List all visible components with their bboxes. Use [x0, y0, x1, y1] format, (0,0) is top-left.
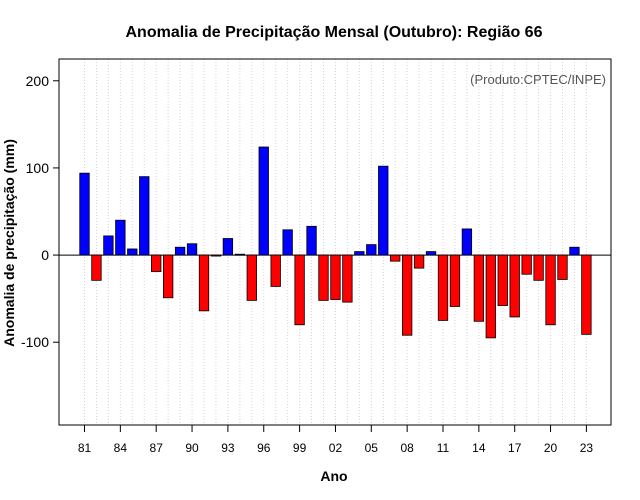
x-tick-label: 90 — [185, 441, 199, 455]
x-tick-label: 84 — [114, 441, 128, 455]
x-tick-label: 99 — [293, 441, 307, 455]
bar-1992 — [210, 254, 222, 257]
bar-2013 — [461, 228, 473, 256]
x-tick-label: 93 — [221, 441, 235, 455]
y-axis-label: Anomalia de precipitação (mm) — [1, 139, 17, 347]
bar-1996 — [258, 146, 269, 256]
bar-2014 — [473, 254, 485, 322]
x-tick-label: 87 — [150, 441, 164, 455]
bar-1986 — [139, 176, 150, 256]
bar-1984 — [115, 219, 126, 256]
bar-2003 — [342, 254, 353, 303]
bar-2018 — [521, 254, 532, 275]
bar-1982 — [91, 254, 102, 281]
bar-2000 — [306, 225, 317, 256]
x-tick-label: 23 — [580, 441, 594, 455]
y-tick-label: 200 — [26, 73, 50, 89]
x-tick-label: 20 — [544, 441, 558, 455]
bar-2009 — [413, 254, 425, 269]
bar-1981 — [79, 172, 90, 256]
bar-1988 — [162, 254, 174, 299]
y-tick-label: 0 — [41, 247, 49, 263]
y-tick-label: -100 — [21, 334, 49, 350]
bar-1997 — [270, 254, 281, 287]
bar-1995 — [246, 254, 257, 301]
bar-2016 — [497, 254, 508, 307]
bar-2022 — [569, 246, 580, 256]
bars — [79, 146, 592, 339]
bar-2002 — [330, 254, 341, 300]
grid-lines — [84, 59, 587, 425]
bar-2005 — [366, 244, 377, 256]
x-tick-label: 81 — [78, 441, 92, 455]
bar-2020 — [545, 254, 556, 326]
y-axis: -100 0 100 200 — [21, 73, 59, 350]
bar-1983 — [103, 235, 114, 256]
bar-2021 — [557, 254, 568, 280]
bar-2010 — [425, 251, 437, 256]
x-tick-label: 14 — [472, 441, 486, 455]
bar-2012 — [449, 254, 461, 307]
x-tick-label: 11 — [437, 441, 450, 455]
chart-title: Anomalia de Precipitação Mensal (Outubro… — [126, 24, 543, 41]
x-axis-label: Ano — [320, 468, 347, 484]
y-tick-label: 100 — [26, 160, 50, 176]
x-tick-label: 02 — [329, 441, 343, 455]
bar-1998 — [282, 229, 293, 256]
bar-2008 — [401, 254, 413, 336]
bar-2001 — [318, 254, 329, 301]
bar-2006 — [378, 165, 389, 256]
bar-1985 — [127, 248, 138, 256]
bar-1999 — [294, 254, 305, 326]
bar-1994 — [234, 253, 246, 256]
bar-2004 — [354, 251, 365, 256]
x-tick-label: 17 — [508, 441, 522, 455]
bar-1993 — [222, 238, 234, 256]
bar-2019 — [533, 254, 544, 281]
bar-1989 — [174, 246, 186, 256]
x-tick-label: 08 — [400, 441, 414, 455]
bar-2023 — [581, 254, 592, 335]
bar-1991 — [198, 254, 210, 312]
source-note: (Produto:CPTEC/INPE) — [470, 72, 606, 87]
bar-2011 — [437, 254, 449, 321]
x-tick-label: 05 — [365, 441, 379, 455]
bar-1990 — [186, 243, 198, 256]
x-tick-label: 96 — [257, 441, 271, 455]
bar-2015 — [485, 254, 496, 339]
bar-1987 — [151, 254, 162, 273]
bar-2007 — [390, 254, 401, 262]
x-axis: 81 84 87 90 93 96 99 02 05 08 11 14 17 20 23 — [78, 425, 594, 455]
bar-2017 — [509, 254, 520, 318]
